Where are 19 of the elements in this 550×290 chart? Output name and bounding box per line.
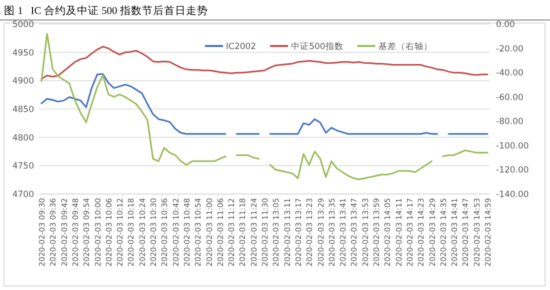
y2-tick-label: -120.00 [496,166,529,176]
y2-tick-label: -80.00 [496,117,524,128]
y-tick-label: 5000 [12,20,34,30]
y-tick-label: 4900 [12,76,34,87]
y2-tick-label: -140.00 [496,190,529,200]
y-tick-label: 4700 [12,190,34,200]
y-tick-label: 4850 [12,105,34,115]
y-tick-label: 4800 [12,133,34,144]
y2-tick-label: -40.00 [496,68,524,79]
y-tick-label: 4950 [12,48,34,58]
y-tick-label: 4750 [12,162,34,172]
y2-tick-label: -60.00 [496,92,524,103]
legend-label: 中证500指数 [291,41,344,52]
y2-tick-label: 0.00 [496,20,515,30]
chart-title: 图 1 IC 合约及中证 500 指数节后首日走势 [4,4,208,17]
y2-tick-label: -100.00 [496,141,529,152]
legend-label: IC2002 [226,42,256,52]
y2-tick-label: -20.00 [496,44,524,54]
legend-label: 基差（右轴） [378,41,432,52]
